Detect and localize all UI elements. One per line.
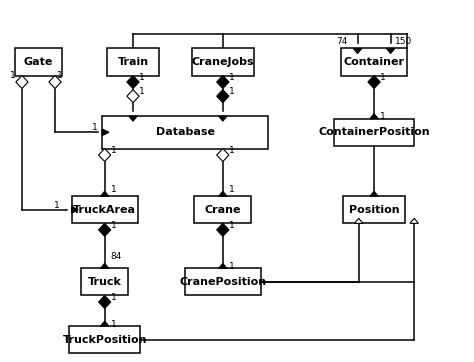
Text: 1: 1 — [57, 71, 63, 80]
Text: Database: Database — [155, 127, 215, 137]
Text: 1: 1 — [229, 221, 235, 230]
Text: 1: 1 — [229, 73, 235, 82]
Polygon shape — [370, 191, 378, 196]
Text: 1: 1 — [139, 73, 145, 82]
Text: ContainerPosition: ContainerPosition — [318, 127, 430, 137]
Polygon shape — [99, 148, 111, 161]
FancyBboxPatch shape — [341, 49, 407, 76]
Polygon shape — [386, 49, 395, 54]
Polygon shape — [217, 90, 229, 103]
FancyBboxPatch shape — [81, 269, 128, 295]
Polygon shape — [217, 148, 229, 161]
Text: CraneJobs: CraneJobs — [191, 57, 254, 67]
Text: 1: 1 — [111, 293, 117, 302]
FancyBboxPatch shape — [185, 269, 261, 295]
Polygon shape — [129, 116, 137, 121]
Text: Container: Container — [344, 57, 404, 67]
Text: 1: 1 — [229, 87, 235, 96]
Polygon shape — [127, 90, 139, 103]
Text: 1: 1 — [92, 123, 98, 132]
FancyBboxPatch shape — [343, 196, 405, 223]
Polygon shape — [353, 49, 362, 54]
Polygon shape — [99, 295, 111, 308]
Text: 1: 1 — [229, 185, 235, 194]
Text: 1: 1 — [111, 221, 117, 230]
FancyBboxPatch shape — [69, 326, 140, 353]
Text: 74: 74 — [337, 37, 348, 46]
Polygon shape — [370, 114, 378, 119]
Polygon shape — [100, 191, 109, 196]
Polygon shape — [219, 264, 227, 269]
Polygon shape — [217, 76, 229, 88]
Text: Gate: Gate — [24, 57, 53, 67]
Polygon shape — [72, 207, 78, 213]
FancyBboxPatch shape — [192, 49, 254, 76]
Text: 1: 1 — [54, 201, 60, 210]
FancyBboxPatch shape — [334, 119, 414, 146]
Text: 1: 1 — [111, 146, 117, 155]
Polygon shape — [217, 223, 229, 236]
Polygon shape — [127, 76, 139, 88]
Text: CranePosition: CranePosition — [179, 277, 266, 287]
Polygon shape — [99, 223, 111, 236]
Text: TruckArea: TruckArea — [73, 205, 136, 215]
Text: 1: 1 — [229, 262, 235, 271]
Text: 1: 1 — [111, 320, 117, 329]
Text: Crane: Crane — [205, 205, 241, 215]
Polygon shape — [219, 191, 227, 196]
FancyBboxPatch shape — [15, 49, 62, 76]
Polygon shape — [410, 218, 419, 223]
FancyBboxPatch shape — [194, 196, 251, 223]
Text: 1: 1 — [111, 185, 117, 194]
Polygon shape — [355, 218, 363, 223]
FancyBboxPatch shape — [102, 116, 268, 148]
Text: 1: 1 — [229, 146, 235, 155]
Polygon shape — [219, 116, 227, 121]
Polygon shape — [368, 76, 380, 88]
Polygon shape — [100, 264, 109, 269]
Text: 1: 1 — [10, 71, 16, 80]
Text: Position: Position — [349, 205, 400, 215]
Text: Train: Train — [118, 57, 148, 67]
Text: 84: 84 — [111, 252, 122, 261]
Polygon shape — [100, 321, 109, 326]
Text: TruckPosition: TruckPosition — [63, 334, 147, 345]
Text: Truck: Truck — [88, 277, 122, 287]
Polygon shape — [102, 129, 109, 135]
Text: 150: 150 — [395, 37, 412, 46]
Text: 1: 1 — [380, 113, 386, 122]
Text: 1: 1 — [380, 73, 386, 82]
Polygon shape — [49, 76, 61, 88]
Polygon shape — [16, 76, 28, 88]
FancyBboxPatch shape — [72, 196, 138, 223]
FancyBboxPatch shape — [107, 49, 159, 76]
Text: 1: 1 — [139, 87, 145, 96]
